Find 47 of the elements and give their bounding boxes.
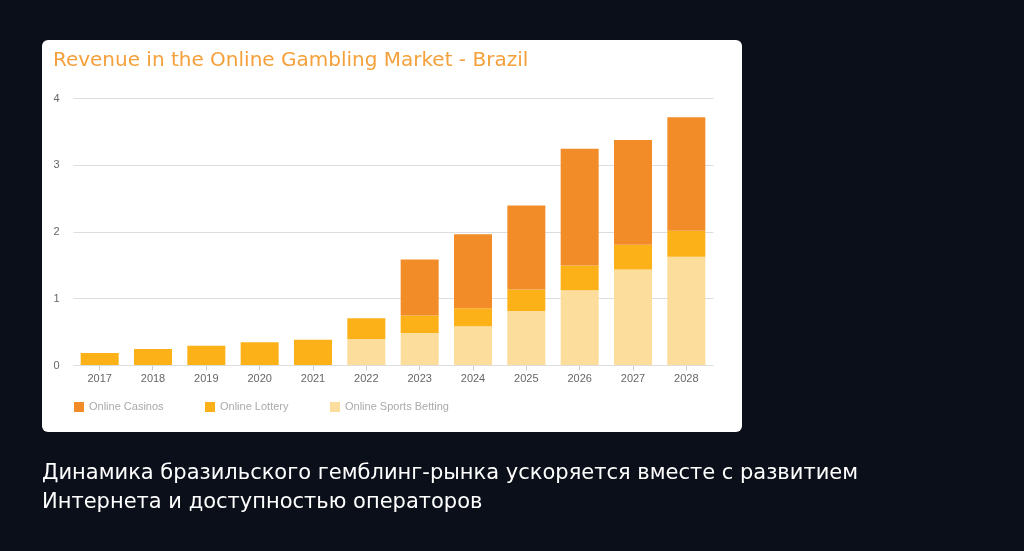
legend-label: Online Sports Betting (345, 400, 449, 412)
x-tick-label: 2022 (354, 371, 379, 384)
bar (134, 348, 172, 365)
bar (454, 326, 492, 365)
bar (614, 269, 652, 365)
bar (667, 117, 706, 231)
bar (347, 318, 386, 339)
bar (560, 265, 599, 291)
bar (614, 244, 652, 270)
bar (454, 234, 492, 309)
bar (667, 230, 706, 257)
bar (187, 345, 226, 365)
y-tick-label: 2 (53, 225, 60, 237)
bar (560, 148, 599, 266)
x-tick-label: 2021 (300, 371, 326, 384)
x-tick-label: 2017 (87, 371, 112, 384)
legend-label: Online Casinos (89, 400, 165, 412)
x-tick-label: 2026 (567, 371, 592, 384)
bar (400, 259, 439, 316)
bar (400, 332, 439, 365)
bar (507, 289, 546, 311)
bar (347, 338, 386, 365)
bar (507, 310, 546, 365)
x-tick-label: 2028 (674, 371, 699, 384)
x-tick-label: 2024 (460, 371, 486, 384)
x-tick-label: 2023 (407, 371, 432, 384)
y-tick-label: 0 (53, 358, 60, 371)
bar (560, 290, 599, 365)
bar (507, 205, 546, 290)
bar (240, 342, 279, 365)
bar (454, 308, 492, 327)
bar (614, 140, 652, 245)
x-tick-label: 2025 (514, 371, 539, 384)
bar (667, 256, 706, 365)
chart-title: Revenue in the Online Gambling Market - Brazil (52, 47, 529, 71)
bar (400, 315, 439, 333)
y-tick-label: 1 (53, 291, 60, 304)
text: Динамика бразильского гемблинг-рынка ускоряется вместе с развитием Интернета и доступностью операторов (42, 459, 860, 515)
x-tick-label: 2019 (194, 371, 219, 384)
x-tick-label: 2018 (140, 371, 166, 384)
y-tick-label: 3 (53, 158, 60, 171)
x-tick-label: 2020 (247, 371, 272, 384)
y-tick-label: 4 (53, 91, 60, 104)
x-tick-label: 2027 (620, 371, 646, 384)
legend-label: Online Lottery (220, 400, 289, 412)
bar (80, 352, 119, 365)
bar (294, 339, 332, 365)
